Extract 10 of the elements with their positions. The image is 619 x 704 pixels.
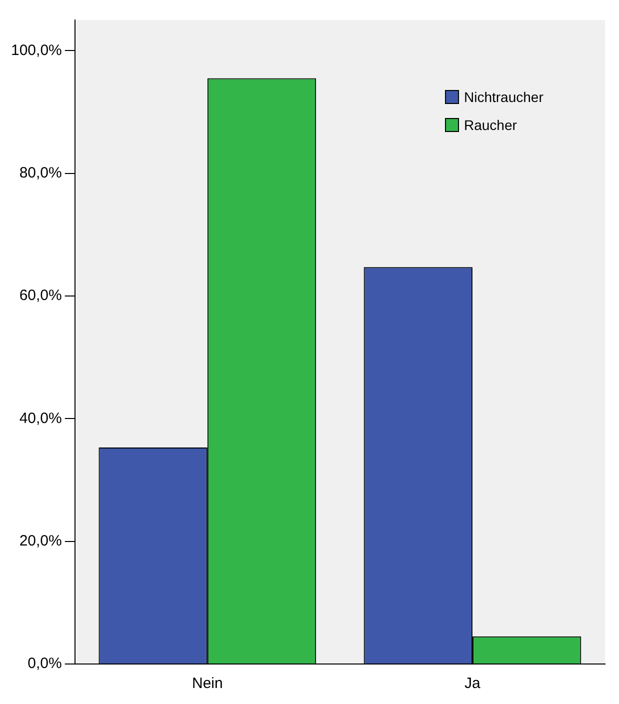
y-tick-label: 80,0% (19, 164, 62, 182)
legend-label: Raucher (464, 116, 517, 134)
y-tick-label: 40,0% (19, 410, 62, 427)
y-tick-label: 20,0% (19, 532, 62, 550)
x-tick-label: Nein (192, 675, 223, 692)
y-tick-label: 100,0% (11, 42, 62, 59)
x-tick-label: Ja (464, 675, 482, 692)
legend-label: Nichtraucher (464, 88, 544, 106)
y-tick-label: 60,0% (19, 287, 62, 304)
y-tick-label: 0,0% (28, 655, 62, 672)
